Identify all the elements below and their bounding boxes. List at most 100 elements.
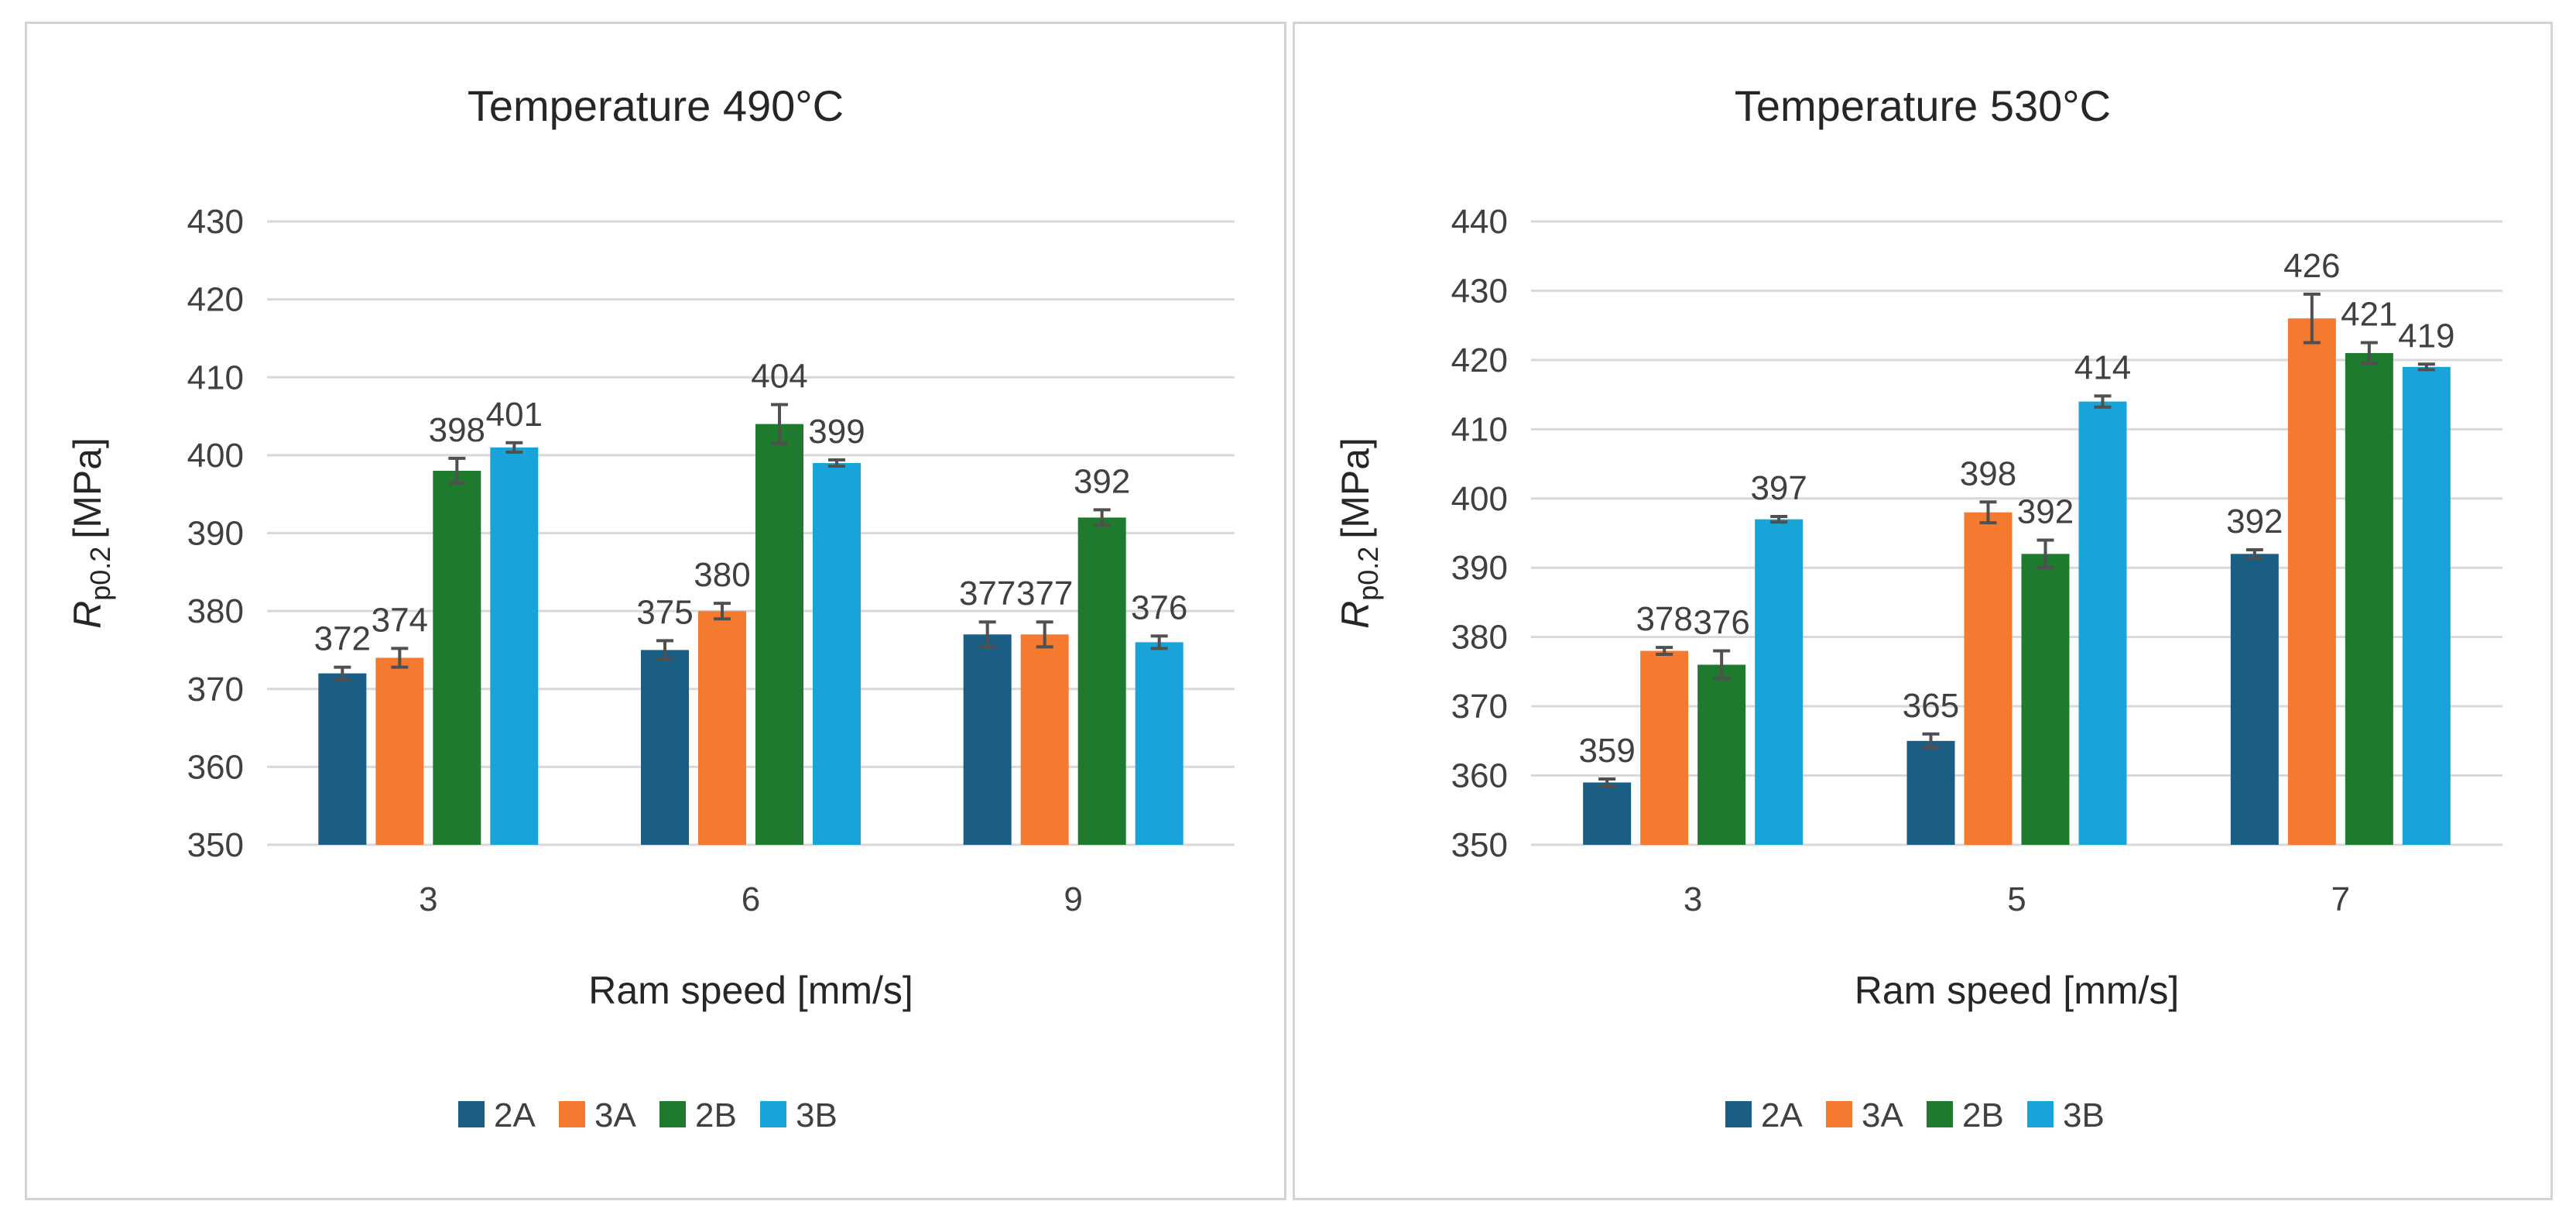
y-tick-label: 370 xyxy=(1451,688,1508,726)
data-label: 380 xyxy=(694,556,750,594)
error-bar xyxy=(1656,646,1673,657)
data-label: 398 xyxy=(1960,455,2016,492)
y-axis-label: Rp0.2[MPa] xyxy=(1334,438,1384,629)
legend-swatch xyxy=(1826,1101,1852,1127)
y-tick-label: 380 xyxy=(1451,619,1508,657)
data-label: 359 xyxy=(1578,732,1635,770)
legend-item-3b: 3B xyxy=(760,1096,838,1134)
data-label: 401 xyxy=(486,396,543,434)
error-bar xyxy=(771,403,788,445)
data-label: 378 xyxy=(1636,600,1692,638)
data-label: 374 xyxy=(372,601,428,639)
legend-label: 2B xyxy=(1962,1096,2004,1134)
bar-2a-7 xyxy=(2230,554,2279,845)
bar-3b-3 xyxy=(1755,519,1804,845)
error-bar xyxy=(1036,620,1053,649)
legend-label: 2B xyxy=(695,1096,737,1134)
bar-2b-3 xyxy=(1697,664,1746,845)
error-bar xyxy=(828,458,845,468)
legend-item-2b: 2B xyxy=(659,1096,737,1134)
legend-swatch xyxy=(1725,1101,1752,1127)
error-bar xyxy=(656,639,673,661)
chart-title: Temperature 530°C xyxy=(1735,81,2111,130)
error-bar xyxy=(448,456,466,486)
legend-swatch xyxy=(659,1101,686,1127)
data-label: 421 xyxy=(2341,296,2397,334)
y-tick-label: 400 xyxy=(1451,480,1508,518)
bar-2b-6 xyxy=(755,424,803,845)
data-label: 392 xyxy=(2226,503,2283,540)
y-tick-label: 370 xyxy=(187,671,244,709)
error-bar xyxy=(1598,777,1616,788)
x-tick-label: 5 xyxy=(2007,880,2026,918)
y-tick-label: 380 xyxy=(187,592,244,630)
x-tick-label: 6 xyxy=(742,880,760,918)
data-label: 376 xyxy=(1693,604,1749,642)
x-axis-label: Ram speed [mm/s] xyxy=(1855,969,2180,1012)
legend-swatch xyxy=(2027,1101,2054,1127)
data-label: 426 xyxy=(2283,247,2340,285)
y-axis-label: Rp0.2[MPa] xyxy=(66,438,116,629)
data-label: 375 xyxy=(636,593,693,631)
bar-2a-3 xyxy=(1583,782,1632,845)
legend-label: 3A xyxy=(594,1096,636,1134)
error-bar xyxy=(2303,292,2321,345)
bar-2b-3 xyxy=(433,471,481,845)
bar-3b-7 xyxy=(2402,366,2451,845)
error-bar xyxy=(334,665,351,681)
data-label: 399 xyxy=(808,413,865,451)
chart-panel-530: Temperature 530°C 350 360 370 380 390 400 410 42… xyxy=(1293,22,2553,1200)
bar-3a-3 xyxy=(1640,650,1689,845)
bar-2a-5 xyxy=(1906,740,1955,845)
legend-label: 2A xyxy=(494,1096,536,1134)
y-tick-label: 400 xyxy=(187,437,244,475)
y-tick-label: 440 xyxy=(1451,203,1508,241)
error-bar xyxy=(1150,634,1168,650)
bar-3a-7 xyxy=(2287,318,2336,845)
error-bar xyxy=(2417,362,2435,372)
data-label: 392 xyxy=(1074,462,1130,500)
y-tick-label: 360 xyxy=(1451,757,1508,795)
error-bar xyxy=(714,602,731,621)
chart-490: Temperature 490°C 350 360 370 380 390 400 410 42… xyxy=(66,81,1235,1134)
data-label: 419 xyxy=(2398,317,2454,355)
legend-item-2b: 2B xyxy=(1927,1096,2004,1134)
y-tick-label: 410 xyxy=(187,359,244,396)
bar-3b-5 xyxy=(2078,401,2127,845)
legend-swatch xyxy=(458,1101,485,1127)
bar-3b-9 xyxy=(1135,642,1184,845)
bar-3a-5 xyxy=(1964,512,2012,845)
data-label: 404 xyxy=(751,357,807,395)
chart-title: Temperature 490°C xyxy=(468,81,844,130)
legend-label: 3A xyxy=(1862,1096,1903,1134)
legend-swatch xyxy=(559,1101,585,1127)
data-label: 392 xyxy=(2017,492,2074,530)
bar-3b-6 xyxy=(813,462,861,845)
legend-swatch xyxy=(1927,1101,1953,1127)
bar-2b-5 xyxy=(2021,554,2070,845)
bar-3a-9 xyxy=(1020,634,1069,845)
legend-label: 3B xyxy=(796,1096,838,1134)
legend-item-2a: 2A xyxy=(1725,1096,1803,1134)
bar-3b-3 xyxy=(490,447,539,845)
error-bar xyxy=(2094,394,2112,409)
y-tick-label: 350 xyxy=(1451,826,1508,864)
x-tick-label: 7 xyxy=(2331,880,2350,918)
bar-2a-9 xyxy=(963,634,1012,845)
chart-panel-490: Temperature 490°C 350 360 370 380 390 400 410 42… xyxy=(25,22,1286,1200)
legend-item-3a: 3A xyxy=(1826,1096,1903,1134)
bar-3a-6 xyxy=(698,611,746,845)
error-bar xyxy=(1922,732,1940,750)
error-bar xyxy=(2245,547,2263,560)
legend-item-2a: 2A xyxy=(458,1096,536,1134)
bar-2b-7 xyxy=(2345,352,2393,845)
legend-item-3a: 3A xyxy=(559,1096,636,1134)
legend-item-3b: 3B xyxy=(2027,1096,2105,1134)
error-bar xyxy=(2036,538,2054,570)
bar-2b-9 xyxy=(1077,517,1126,845)
data-label: 397 xyxy=(1750,469,1807,507)
y-tick-label: 430 xyxy=(1451,272,1508,310)
y-tick-label: 360 xyxy=(187,748,244,786)
legend-swatch xyxy=(760,1101,786,1127)
chart-530: Temperature 530°C 350 360 370 380 390 400 410 42… xyxy=(1334,81,2502,1134)
